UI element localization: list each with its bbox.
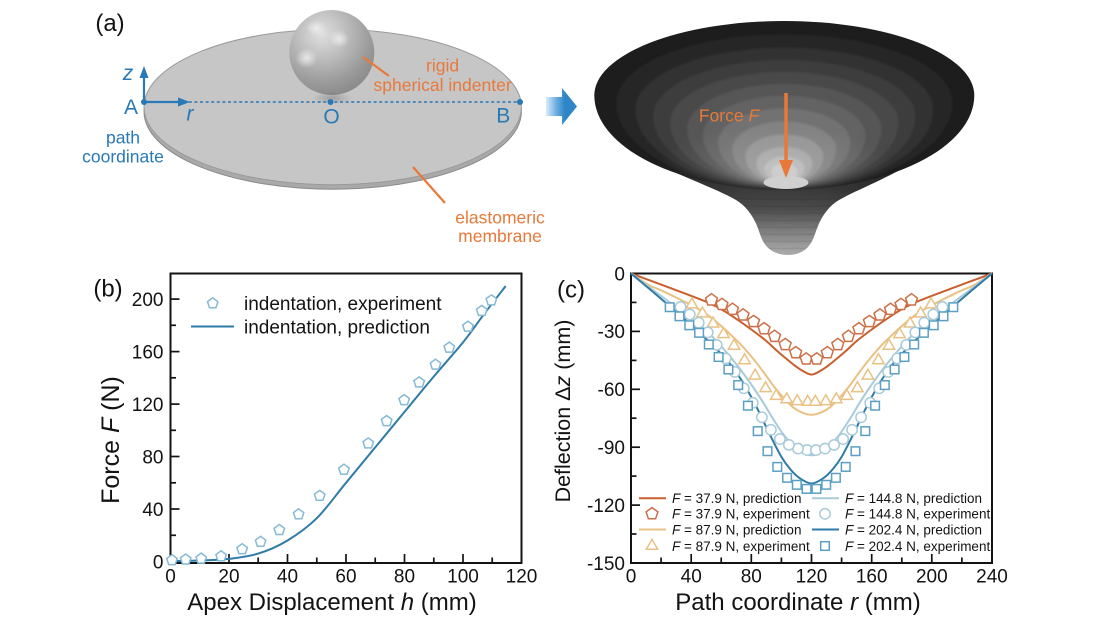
svg-text:rigid: rigid — [426, 56, 459, 76]
svg-text:coordinate: coordinate — [82, 147, 164, 167]
svg-text:(c): (c) — [557, 277, 585, 304]
svg-text:80: 80 — [142, 447, 163, 468]
svg-text:Force F (N): Force F (N) — [97, 376, 125, 504]
svg-text:120: 120 — [506, 567, 538, 588]
svg-text:0: 0 — [153, 552, 164, 573]
svg-text:spherical indenter: spherical indenter — [374, 75, 512, 95]
svg-text:F = 202.4 N, experiment: F = 202.4 N, experiment — [845, 539, 990, 554]
svg-text:Force F: Force F — [699, 106, 761, 126]
svg-text:160: 160 — [132, 342, 164, 363]
svg-text:120: 120 — [796, 567, 828, 588]
svg-text:160: 160 — [856, 567, 888, 588]
svg-text:-150: -150 — [587, 554, 625, 575]
svg-text:40: 40 — [277, 567, 298, 588]
svg-text:40: 40 — [142, 500, 163, 521]
svg-text:F = 87.9 N, prediction: F = 87.9 N, prediction — [672, 522, 801, 537]
svg-text:-120: -120 — [587, 496, 625, 517]
svg-text:80: 80 — [741, 567, 762, 588]
svg-text:F = 144.8 N, experiment: F = 144.8 N, experiment — [845, 507, 990, 522]
svg-text:z: z — [122, 62, 134, 85]
svg-text:elastomeric: elastomeric — [455, 208, 545, 228]
svg-text:60: 60 — [335, 567, 356, 588]
svg-text:0: 0 — [626, 567, 637, 588]
svg-text:0: 0 — [614, 264, 625, 285]
svg-text:-60: -60 — [598, 380, 625, 401]
svg-text:Deflection Δz (mm): Deflection Δz (mm) — [551, 320, 575, 503]
svg-text:-90: -90 — [598, 438, 625, 459]
svg-text:path: path — [106, 128, 140, 148]
svg-text:200: 200 — [132, 290, 164, 311]
svg-text:indentation, prediction: indentation, prediction — [244, 318, 430, 339]
svg-text:200: 200 — [916, 567, 948, 588]
svg-text:F = 37.9 N, prediction: F = 37.9 N, prediction — [672, 491, 801, 506]
svg-text:120: 120 — [132, 395, 164, 416]
svg-text:B: B — [496, 105, 510, 128]
svg-text:Path coordinate r (mm): Path coordinate r (mm) — [675, 589, 920, 616]
svg-text:40: 40 — [681, 567, 702, 588]
svg-text:20: 20 — [218, 567, 239, 588]
svg-text:0: 0 — [165, 567, 176, 588]
svg-text:F = 144.8 N, prediction: F = 144.8 N, prediction — [845, 491, 982, 506]
svg-text:80: 80 — [394, 567, 415, 588]
svg-text:membrane: membrane — [458, 226, 542, 246]
svg-text:(a): (a) — [95, 10, 124, 37]
svg-text:F = 37.9 N, experiment: F = 37.9 N, experiment — [672, 507, 810, 522]
svg-text:240: 240 — [976, 567, 1008, 588]
svg-text:Apex Displacement h (mm): Apex Displacement h (mm) — [187, 589, 476, 616]
svg-text:100: 100 — [447, 567, 479, 588]
svg-text:A: A — [124, 96, 138, 119]
svg-text:(b): (b) — [93, 276, 122, 303]
svg-text:r: r — [187, 103, 195, 126]
svg-text:O: O — [323, 106, 339, 129]
svg-text:F = 87.9 N, experiment: F = 87.9 N, experiment — [672, 539, 810, 554]
svg-text:F = 202.4 N, prediction: F = 202.4 N, prediction — [845, 522, 982, 537]
svg-text:-30: -30 — [598, 322, 625, 343]
svg-text:indentation, experiment: indentation, experiment — [244, 294, 442, 315]
